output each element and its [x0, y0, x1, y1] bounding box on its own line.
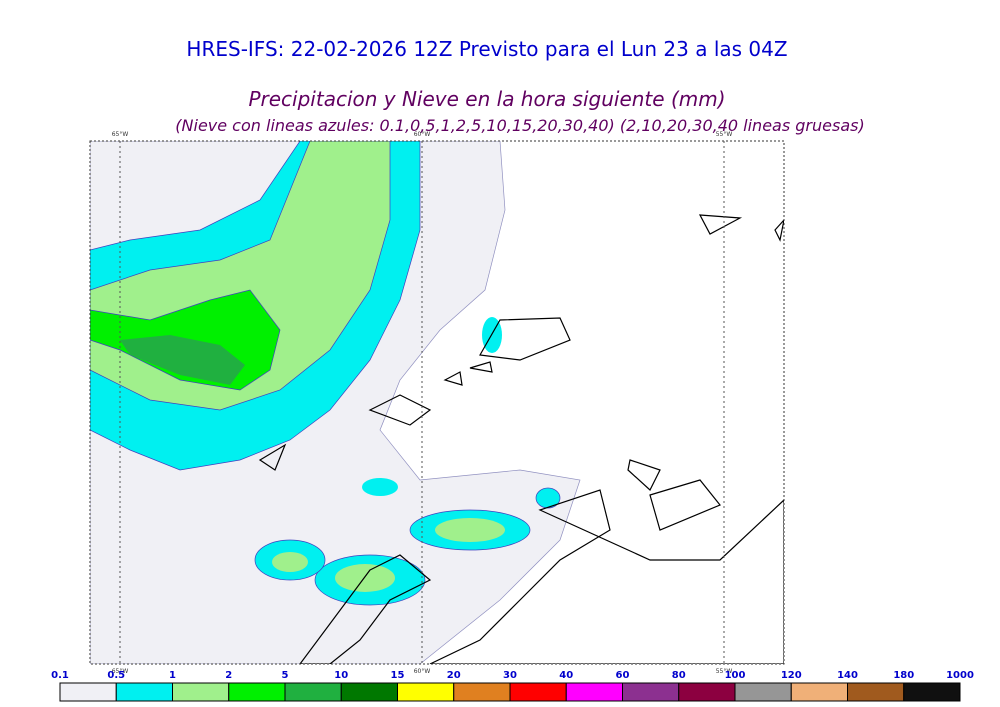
precip-lightgreen [435, 518, 505, 542]
lon-label: 65°W [112, 668, 129, 675]
colorbar-box [903, 682, 961, 702]
colorbar-box [340, 682, 398, 702]
lon-label: 60°W [414, 668, 431, 675]
precip-cyan [362, 478, 398, 496]
colorbar-label: 20 [447, 670, 461, 681]
precip-cyan [535, 487, 561, 509]
precip-lightgreen [335, 564, 395, 592]
colorbar-box [734, 682, 792, 702]
colorbar-box [847, 682, 905, 702]
precip-darker [120, 335, 245, 385]
colorbar-label: 1000 [946, 670, 974, 681]
colorbar-box [678, 682, 736, 702]
title: HRES-IFS: 22-02-2026 12Z Previsto para e… [186, 37, 787, 61]
colorbar: 0.1 0.5 1 2 5 10 15 20 30 40 60 80 100 120 140 180 1000 [51, 670, 974, 702]
colorbar-label: 120 [781, 670, 802, 681]
colorbar-box [115, 682, 173, 702]
colorbar-box [228, 682, 286, 702]
colorbar-label: 30 [503, 670, 517, 681]
colorbar-box [172, 682, 230, 702]
coastline [368, 317, 571, 426]
colorbar-label: 5 [282, 670, 289, 681]
lon-label: 55°W [716, 668, 733, 675]
colorbar-label: 140 [837, 670, 858, 681]
lon-label: 65°W [112, 131, 129, 138]
colorbar-box [284, 682, 342, 702]
colorbar-label: 0.1 [51, 670, 69, 681]
colorbar-label: 60 [616, 670, 630, 681]
colorbar-box [790, 682, 848, 702]
colorbar-label: 80 [672, 670, 686, 681]
colorbar-label: 2 [225, 670, 232, 681]
colorbar-box [59, 682, 117, 702]
coastline [258, 214, 784, 664]
colorbar-label: 0.5 [107, 670, 125, 681]
colorbar-label: 1 [169, 670, 176, 681]
colorbar-box [565, 682, 623, 702]
lon-label: 60°W [414, 131, 431, 138]
colorbar-label: 180 [893, 670, 914, 681]
colorbar-box [622, 682, 680, 702]
colorbar-box [509, 682, 567, 702]
colorbar-label: 15 [391, 670, 405, 681]
colorbar-label: 100 [725, 670, 746, 681]
precip-lightgreen [272, 552, 308, 572]
map-frame [89, 140, 785, 665]
note: (Nieve con lineas azules: 0.1,0,5,1,2,5,… [175, 116, 864, 135]
colorbar-label: 40 [559, 670, 573, 681]
lon-label: 55°W [716, 131, 733, 138]
colorbar-box [397, 682, 455, 702]
colorbar-box [453, 682, 511, 702]
map: 65°W 60°W 55°W 65°W 60°W 55°W [89, 131, 785, 675]
colorbar-label: 10 [334, 670, 348, 681]
subtitle: Precipitacion y Nieve en la hora siguien… [248, 87, 725, 111]
